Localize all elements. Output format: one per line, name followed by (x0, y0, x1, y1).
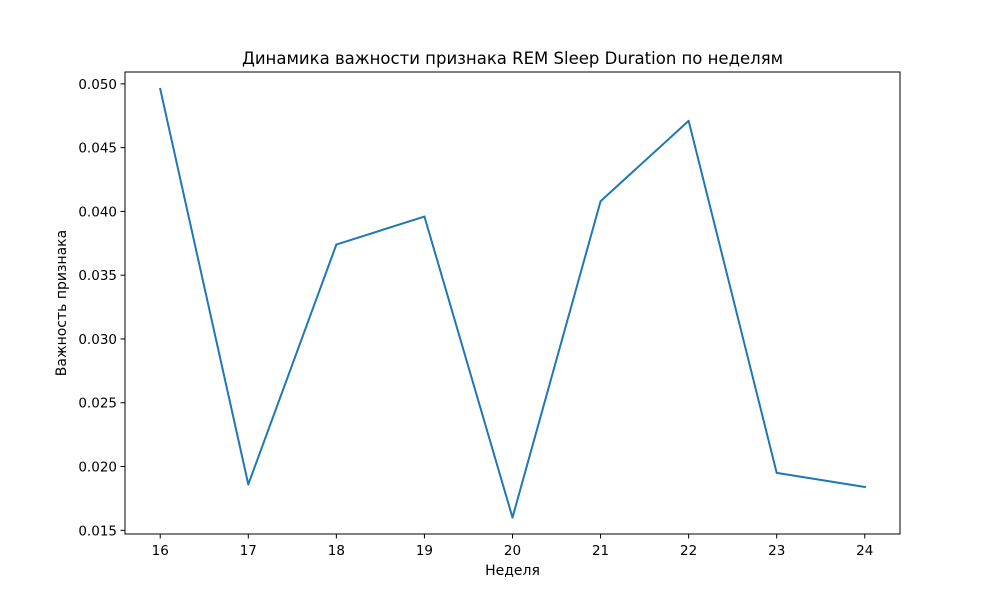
x-tick-label: 18 (328, 543, 345, 559)
data-point (511, 516, 514, 519)
y-axis-ticks: 0.015 0.020 0.025 0.030 0.035 0.040 0.045 0.050 (78, 77, 125, 539)
x-axis-label: Неделя (485, 563, 540, 579)
data-point (687, 119, 690, 122)
x-tick-label: 16 (152, 543, 169, 559)
data-point (335, 243, 338, 246)
x-tick-label: 23 (768, 543, 785, 559)
y-tick-label: 0.015 (78, 523, 117, 539)
data-point (159, 87, 162, 90)
x-tick-label: 17 (240, 543, 257, 559)
y-tick-label: 0.050 (78, 77, 117, 93)
data-point (423, 215, 426, 218)
y-tick-label: 0.035 (78, 268, 117, 284)
data-point (599, 200, 602, 203)
series-layer (159, 87, 866, 519)
x-tick-label: 19 (416, 543, 433, 559)
x-tick-label: 20 (504, 543, 521, 559)
y-tick-label: 0.040 (78, 204, 117, 220)
chart-title: Динамика важности признака REM Sleep Dur… (242, 49, 783, 68)
x-tick-label: 22 (680, 543, 697, 559)
data-point (863, 485, 866, 488)
y-tick-label: 0.025 (78, 396, 117, 412)
y-tick-label: 0.030 (78, 332, 117, 348)
data-point (775, 471, 778, 474)
x-tick-label: 24 (856, 543, 873, 559)
y-axis-label: Важность признака (54, 230, 70, 376)
y-tick-label: 0.020 (78, 460, 117, 476)
y-tick-label: 0.045 (78, 141, 117, 157)
series-line (159, 87, 866, 519)
x-axis-ticks: 16 17 18 19 20 21 22 23 24 (152, 534, 873, 559)
x-tick-label: 21 (592, 543, 609, 559)
plot-area-frame (124, 71, 901, 535)
data-point (247, 483, 250, 486)
